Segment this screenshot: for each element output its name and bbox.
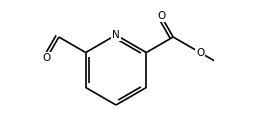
Text: O: O	[157, 11, 165, 21]
Text: N: N	[112, 30, 120, 40]
Text: O: O	[43, 53, 51, 63]
Text: O: O	[196, 47, 204, 57]
